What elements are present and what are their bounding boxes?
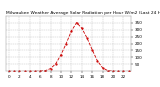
Text: Milwaukee Weather Average Solar Radiation per Hour W/m2 (Last 24 Hours): Milwaukee Weather Average Solar Radiatio… <box>6 11 160 15</box>
